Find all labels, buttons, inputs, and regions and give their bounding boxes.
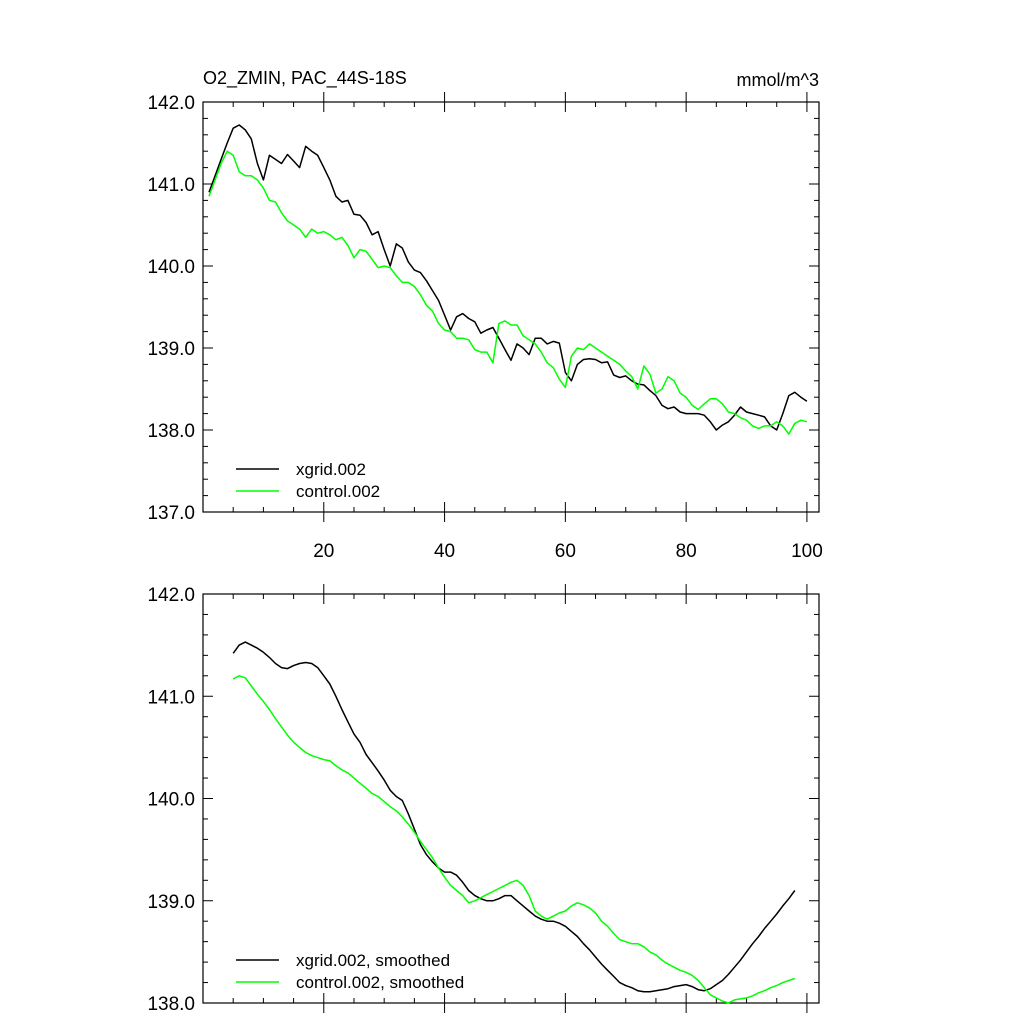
y-tick-label: 137.0 <box>147 503 195 524</box>
x-tick-label: 40 <box>434 541 455 562</box>
top-series-lines <box>208 124 808 435</box>
bottom-panel: 138.0 139.0 140.0 141.0 142.0 xgrid.002, smo… <box>147 584 820 1015</box>
top-axis-ticks <box>203 92 819 522</box>
top-plot-frame <box>202 101 820 513</box>
bottom-legend: xgrid.002, smoothed control.002, smoothe… <box>236 951 464 992</box>
top-y-tick-labels: 137.0 138.0 139.0 140.0 141.0 142.0 <box>147 93 195 524</box>
y-tick-label: 138.0 <box>147 994 195 1015</box>
top-x-tick-labels: 20 40 60 80 100 <box>313 541 823 562</box>
x-tick-label: 60 <box>555 541 576 562</box>
bottom-plot-frame <box>202 593 820 1004</box>
x-tick-label: 20 <box>313 541 334 562</box>
y-tick-label: 142.0 <box>147 585 195 606</box>
legend-label-control-smoothed: control.002, smoothed <box>296 973 464 992</box>
y-tick-label: 139.0 <box>147 339 195 360</box>
y-tick-label: 140.0 <box>147 257 195 278</box>
series-line-xgrid-002-smoothed <box>232 641 796 993</box>
bottom-y-tick-labels: 138.0 139.0 140.0 141.0 142.0 <box>147 585 195 1015</box>
legend-label-xgrid: xgrid.002 <box>296 460 366 479</box>
series-line-control-002-smoothed <box>232 675 796 1004</box>
y-tick-label: 142.0 <box>147 93 195 114</box>
series-line-xgrid-002 <box>208 124 808 431</box>
bottom-series-lines <box>232 641 796 1004</box>
y-tick-label: 139.0 <box>147 892 195 913</box>
y-tick-label: 140.0 <box>147 790 195 811</box>
legend-label-control: control.002 <box>296 482 380 501</box>
y-tick-label: 141.0 <box>147 175 195 196</box>
bottom-axis-ticks <box>203 584 819 1013</box>
x-tick-label: 80 <box>676 541 697 562</box>
chart-title: O2_ZMIN, PAC_44S-18S <box>203 68 407 89</box>
series-line-control-002 <box>208 150 808 435</box>
legend-label-xgrid-smoothed: xgrid.002, smoothed <box>296 951 450 970</box>
x-tick-label: 100 <box>791 541 823 562</box>
y-tick-label: 138.0 <box>147 421 195 442</box>
y-tick-label: 141.0 <box>147 687 195 708</box>
top-panel: 137.0 138.0 139.0 140.0 141.0 142.0 20 40 60 80 1… <box>147 68 822 562</box>
units-label: mmol/m^3 <box>737 70 819 90</box>
top-legend: xgrid.002 control.002 <box>236 460 380 501</box>
